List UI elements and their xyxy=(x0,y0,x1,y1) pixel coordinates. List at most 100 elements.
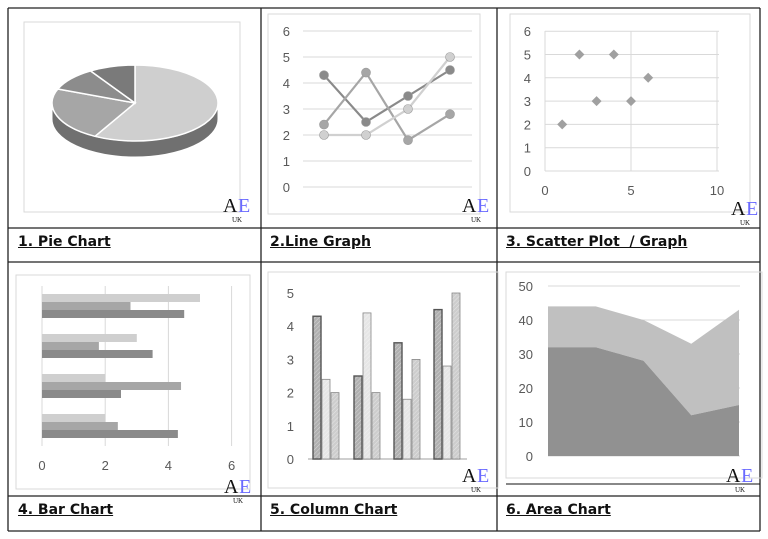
logo-uk: UK xyxy=(735,486,746,494)
area-series xyxy=(548,347,739,456)
bar xyxy=(42,414,106,422)
y-tick-label: 6 xyxy=(283,24,290,39)
logo-uk: UK xyxy=(232,216,243,224)
y-tick-label: 30 xyxy=(519,347,533,362)
y-tick-label: 0 xyxy=(526,449,533,464)
y-tick-label: 6 xyxy=(524,24,531,39)
x-tick-label: 0 xyxy=(541,183,548,198)
y-tick-label: 50 xyxy=(519,279,533,294)
series-line xyxy=(324,56,451,137)
logo-a: A xyxy=(462,465,477,487)
scatter-point xyxy=(643,72,654,83)
y-tick-label: 2 xyxy=(287,386,294,401)
pie-slice xyxy=(51,88,137,138)
x-tick-label: 10 xyxy=(710,183,724,198)
ae-uk-logo: A E UK xyxy=(223,196,252,224)
data-point xyxy=(319,119,329,130)
bar xyxy=(42,334,137,342)
y-tick-label: 5 xyxy=(283,50,290,65)
chart-frame xyxy=(15,274,251,490)
column xyxy=(321,378,331,460)
label-line-graph: 2.Line Graph xyxy=(270,234,371,250)
label-bar-chart: 4. Bar Chart xyxy=(18,502,114,518)
data-point xyxy=(445,65,455,75)
bar xyxy=(42,350,153,358)
bar xyxy=(42,302,131,310)
y-tick-label: 5 xyxy=(287,286,294,301)
ae-uk-logo: A E UK xyxy=(731,199,760,227)
logo-a: A xyxy=(462,195,477,217)
scatter-point xyxy=(557,119,568,130)
logo-uk: UK xyxy=(740,219,751,227)
pie-slice xyxy=(93,64,219,142)
logo-e: E xyxy=(477,195,490,217)
bar xyxy=(42,374,106,382)
x-tick-label: 4 xyxy=(165,458,172,473)
label-area-chart: 6. Area Chart xyxy=(506,502,611,518)
bar xyxy=(42,382,182,390)
data-point xyxy=(361,130,371,140)
column xyxy=(330,392,340,460)
logo-e: E xyxy=(741,465,754,487)
y-tick-label: 20 xyxy=(519,381,533,396)
label-column-chart: 5. Column Chart xyxy=(270,502,398,518)
scatter-point xyxy=(574,49,585,60)
y-tick-label: 1 xyxy=(283,154,290,169)
bar xyxy=(42,342,99,350)
chart-frame xyxy=(23,21,241,213)
column xyxy=(353,375,363,460)
data-point xyxy=(445,109,455,119)
y-tick-label: 2 xyxy=(283,128,290,143)
column xyxy=(371,392,381,460)
y-tick-label: 2 xyxy=(524,117,531,132)
y-tick-label: 3 xyxy=(287,352,294,367)
series-line xyxy=(323,70,451,142)
logo-a: A xyxy=(726,465,741,487)
logo-a: A xyxy=(731,198,746,220)
bar xyxy=(42,310,185,318)
logo-e: E xyxy=(238,195,251,217)
data-point xyxy=(403,104,413,114)
data-point xyxy=(319,130,329,140)
y-tick-label: 0 xyxy=(287,452,294,467)
logo-e: E xyxy=(477,465,490,487)
column xyxy=(312,315,322,460)
logo-uk: UK xyxy=(233,497,244,505)
y-tick-label: 0 xyxy=(283,180,290,195)
data-point xyxy=(361,67,371,78)
scatter-point xyxy=(608,49,619,60)
chart-frame xyxy=(505,271,763,479)
column xyxy=(433,308,443,460)
y-tick-label: 10 xyxy=(519,415,533,430)
x-tick-label: 6 xyxy=(228,458,235,473)
ae-uk-logo: A E UK xyxy=(726,466,755,494)
chart-frame xyxy=(509,13,751,213)
data-point xyxy=(403,135,413,145)
scatter-point xyxy=(591,96,602,107)
label-scatter-plot: 3. Scatter Plot / Graph xyxy=(506,234,688,250)
bar xyxy=(42,430,178,438)
column xyxy=(393,342,403,460)
ae-uk-logo: A E UK xyxy=(462,466,491,494)
y-tick-label: 3 xyxy=(283,102,290,117)
pie-slice xyxy=(88,64,136,105)
logo-a: A xyxy=(224,476,239,498)
chart-frame xyxy=(267,271,499,489)
label-pie-chart: 1. Pie Chart xyxy=(18,234,111,250)
bar xyxy=(42,422,118,430)
data-point xyxy=(403,91,413,101)
x-tick-label: 5 xyxy=(627,183,634,198)
ae-uk-logo: A E UK xyxy=(462,196,491,224)
y-tick-label: 4 xyxy=(287,319,294,334)
x-tick-label: 2 xyxy=(102,458,109,473)
y-tick-label: 1 xyxy=(287,419,294,434)
bar xyxy=(42,294,200,302)
scatter-point xyxy=(626,96,636,107)
column xyxy=(362,312,372,460)
y-tick-label: 4 xyxy=(524,71,531,86)
y-tick-label: 40 xyxy=(519,313,533,328)
y-tick-label: 4 xyxy=(283,76,290,91)
column xyxy=(451,292,461,460)
data-point xyxy=(319,70,329,80)
